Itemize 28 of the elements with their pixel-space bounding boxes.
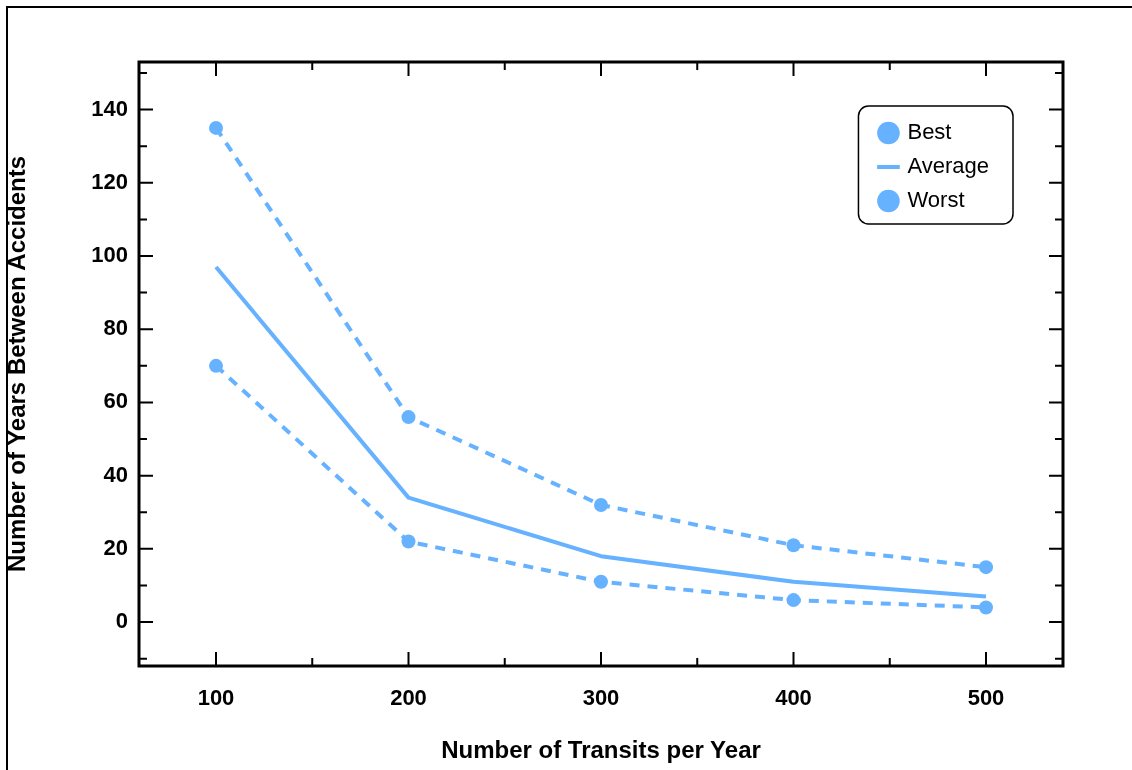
y-tick-label: 100 <box>91 242 128 268</box>
legend-label: Worst <box>907 187 965 213</box>
y-tick-label: 60 <box>103 388 128 414</box>
point <box>401 410 416 425</box>
point <box>594 497 608 512</box>
point <box>979 560 993 575</box>
y-tick-label: 20 <box>103 534 128 560</box>
y-axis-title: Number of Years Between Accidents <box>3 155 31 573</box>
y-tick-label: 140 <box>91 95 128 121</box>
y-tick-label: 80 <box>103 315 128 341</box>
y-tick-label: 40 <box>103 461 128 487</box>
point <box>979 600 993 615</box>
point <box>209 358 223 373</box>
point <box>786 593 801 608</box>
point <box>786 538 801 553</box>
x-tick-label: 400 <box>775 685 812 711</box>
x-tick-label: 200 <box>390 685 427 711</box>
x-axis-title: Number of Transits per Year <box>441 736 761 764</box>
y-tick-label: 0 <box>115 608 128 634</box>
x-tick-label: 300 <box>582 685 620 711</box>
x-tick-label: 100 <box>197 685 235 711</box>
point <box>209 120 223 135</box>
y-tick-label: 120 <box>91 168 128 194</box>
legend-label: Average <box>907 153 989 179</box>
x-tick-label: 500 <box>967 685 1005 711</box>
point <box>401 534 416 549</box>
point <box>594 574 608 589</box>
legend-label: Best <box>907 119 952 145</box>
